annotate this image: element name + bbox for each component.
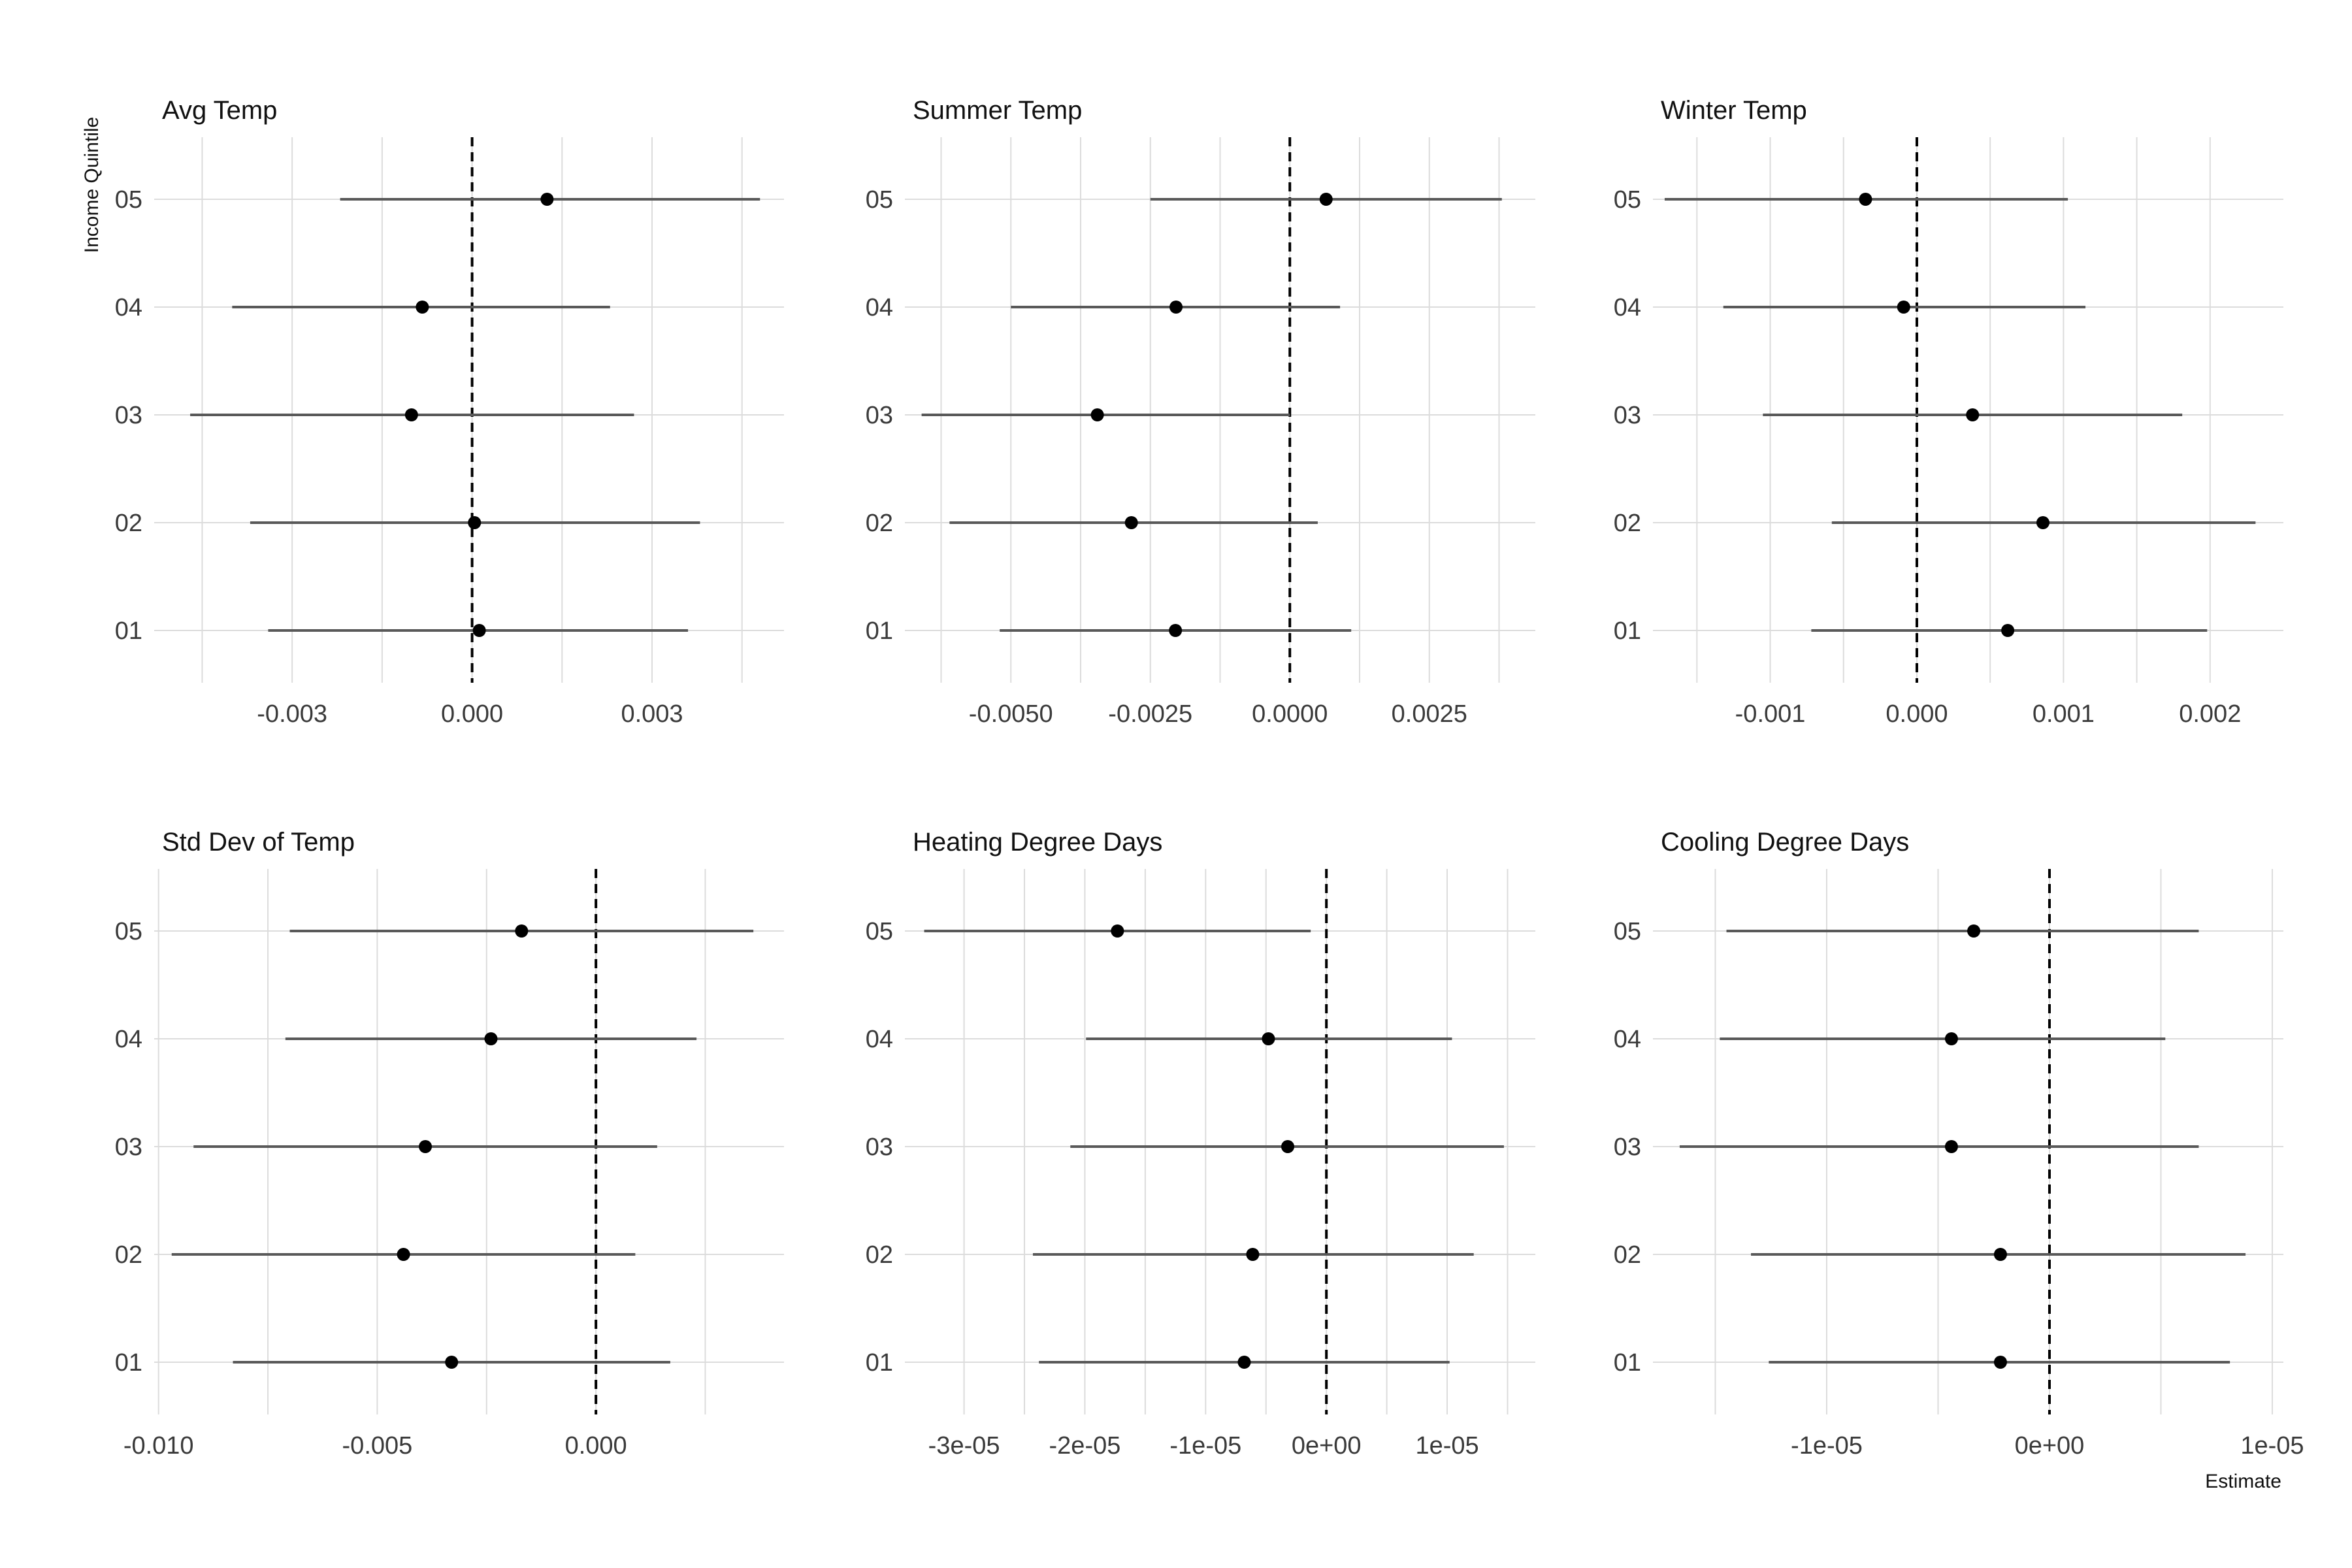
panel-2: -0.0050 -0.0025 0.0000 0.0025 01 02 03 04 05 Summ… xyxy=(866,96,1535,728)
point-estimate xyxy=(445,1356,459,1369)
y-tick-label: 02 xyxy=(1614,510,1641,537)
x-tick-label: 0.000 xyxy=(441,700,503,728)
y-tick-label: 04 xyxy=(1614,294,1641,321)
y-tick-label: 01 xyxy=(866,617,893,645)
y-tick-label: 05 xyxy=(1614,186,1641,214)
point-estimate xyxy=(1967,924,1981,938)
x-tick-label: 0e+00 xyxy=(1292,1432,1362,1460)
x-tick-label: 0.002 xyxy=(2179,700,2241,728)
x-tick-label: 0.000 xyxy=(565,1432,627,1460)
y-tick-label: 04 xyxy=(1614,1026,1641,1053)
point-estimate xyxy=(540,193,554,206)
x-tick-label: -1e-05 xyxy=(1791,1432,1863,1460)
point-estimate xyxy=(468,516,482,529)
panel-title: Heating Degree Days xyxy=(913,828,1162,857)
panel-1: -0.003 0.000 0.003 01 02 03 04 05 Avg Temp xyxy=(115,96,784,728)
y-tick-label: 05 xyxy=(1614,918,1641,945)
panel-title: Winter Temp xyxy=(1661,96,1807,125)
panel-title: Cooling Degree Days xyxy=(1661,828,1909,857)
y-tick-label: 03 xyxy=(866,1134,893,1161)
y-tick-label: 05 xyxy=(866,918,893,945)
x-tick-label: -0.0050 xyxy=(969,700,1053,728)
point-estimate xyxy=(1111,924,1124,938)
x-tick-label: 0.001 xyxy=(2033,700,2095,728)
x-tick-label: 0.000 xyxy=(1886,700,1948,728)
y-tick-label: 02 xyxy=(1614,1241,1641,1269)
y-tick-label: 01 xyxy=(1614,1349,1641,1377)
point-estimate xyxy=(1944,1032,1958,1045)
panel-5: -3e-05 -2e-05 -1e-05 0e+00 1e-05 01 02 03 04 05 He… xyxy=(866,828,1535,1460)
x-tick-label: 0.0000 xyxy=(1252,700,1328,728)
x-tick-label: 0.0025 xyxy=(1392,700,1467,728)
point-estimate xyxy=(1281,1140,1295,1153)
point-estimate xyxy=(1124,516,1138,529)
y-tick-label: 03 xyxy=(1614,1134,1641,1161)
point-estimate xyxy=(1993,1356,2007,1369)
y-tick-label: 03 xyxy=(866,402,893,429)
y-tick-label: 01 xyxy=(115,1349,142,1377)
x-tick-label: -1e-05 xyxy=(1169,1432,1241,1460)
x-tick-label: -0.010 xyxy=(123,1432,194,1460)
y-tick-label: 03 xyxy=(115,1134,142,1161)
point-estimate xyxy=(1237,1356,1251,1369)
y-axis-title: Income Quintile xyxy=(81,117,103,253)
y-tick-label: 04 xyxy=(115,1026,142,1053)
panels: -0.003 0.000 0.003 01 02 03 04 05 Avg Temp -0.005… xyxy=(115,96,2304,1460)
point-estimate xyxy=(416,301,429,314)
x-tick-label: -2e-05 xyxy=(1049,1432,1121,1460)
point-estimate xyxy=(1859,193,1872,206)
panel-4: -0.010 -0.005 0.000 01 02 03 04 05 Std Dev of Te… xyxy=(115,828,784,1460)
point-estimate xyxy=(419,1140,433,1153)
point-estimate xyxy=(1169,301,1183,314)
y-tick-label: 01 xyxy=(115,617,142,645)
point-estimate xyxy=(1897,301,1910,314)
point-estimate xyxy=(515,924,529,938)
x-tick-label: 0e+00 xyxy=(2015,1432,2085,1460)
x-tick-label: -3e-05 xyxy=(928,1432,1000,1460)
y-tick-label: 02 xyxy=(866,510,893,537)
y-tick-label: 05 xyxy=(115,186,142,214)
point-estimate xyxy=(1246,1248,1260,1261)
y-tick-label: 05 xyxy=(866,186,893,214)
point-estimate xyxy=(484,1032,498,1045)
x-tick-label: -0.003 xyxy=(257,700,327,728)
y-tick-label: 01 xyxy=(866,1349,893,1377)
point-estimate xyxy=(1090,408,1104,421)
y-tick-label: 04 xyxy=(866,294,893,321)
y-tick-label: 03 xyxy=(1614,402,1641,429)
point-estimate xyxy=(1319,193,1333,206)
x-tick-label: -0.0025 xyxy=(1108,700,1192,728)
point-estimate xyxy=(404,408,418,421)
y-tick-label: 03 xyxy=(115,402,142,429)
point-estimate xyxy=(472,624,486,637)
point-estimate xyxy=(397,1248,410,1261)
y-tick-label: 05 xyxy=(115,918,142,945)
panel-title: Summer Temp xyxy=(913,96,1082,125)
point-estimate xyxy=(1169,624,1183,637)
panel-title: Avg Temp xyxy=(162,96,277,125)
panel-title: Std Dev of Temp xyxy=(162,828,355,857)
point-estimate xyxy=(1966,408,1980,421)
x-tick-label: 1e-05 xyxy=(2240,1432,2304,1460)
point-estimate xyxy=(1993,1248,2007,1261)
x-tick-label: 0.003 xyxy=(621,700,683,728)
x-axis-title: Estimate xyxy=(2205,1471,2281,1492)
x-tick-label: 1e-05 xyxy=(1415,1432,1478,1460)
point-estimate xyxy=(1944,1140,1958,1153)
y-tick-label: 04 xyxy=(115,294,142,321)
x-tick-label: -0.001 xyxy=(1735,700,1806,728)
y-tick-label: 02 xyxy=(115,510,142,537)
y-tick-label: 01 xyxy=(1614,617,1641,645)
point-estimate xyxy=(2036,516,2050,529)
y-tick-label: 04 xyxy=(866,1026,893,1053)
x-tick-label: -0.005 xyxy=(342,1432,413,1460)
point-estimate xyxy=(1262,1032,1275,1045)
panel-6: -1e-05 0e+00 1e-05 01 02 03 04 05 Cooling Degree… xyxy=(1614,828,2304,1460)
y-tick-label: 02 xyxy=(866,1241,893,1269)
point-estimate xyxy=(2001,624,2015,637)
panel-3: -0.001 0.000 0.001 0.002 01 02 03 04 05 Winter Te… xyxy=(1614,96,2283,728)
y-tick-label: 02 xyxy=(115,1241,142,1269)
